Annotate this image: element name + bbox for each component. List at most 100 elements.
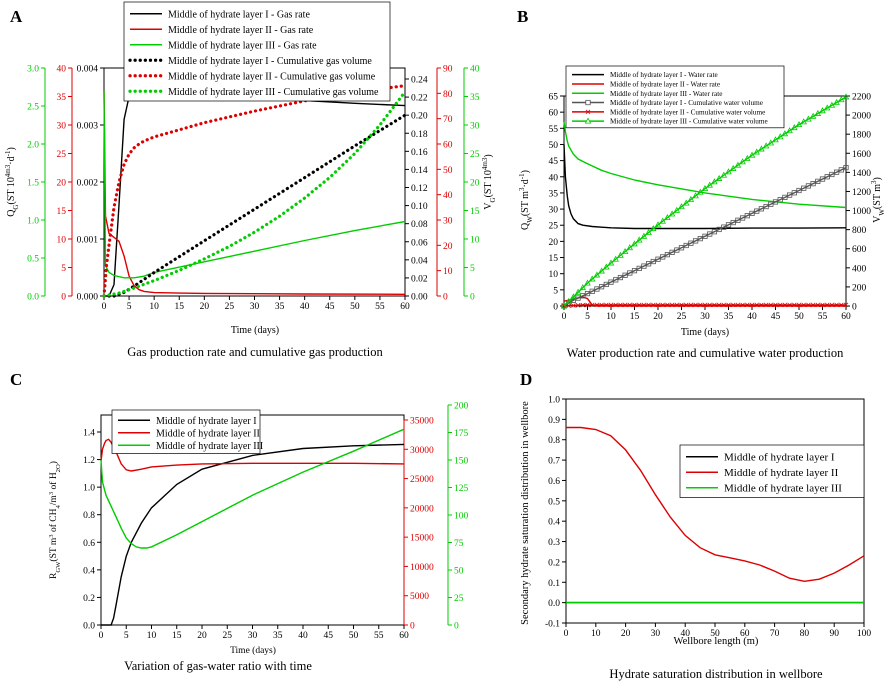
panel-b-marker [739, 158, 746, 165]
panel-a-yaxis-right-outer-tick-label: 15 [470, 207, 480, 217]
panel-a-yaxis-left-mid-tick-label: 30 [57, 122, 67, 132]
panel-b-marker [838, 96, 845, 103]
panel-b-marker [688, 302, 694, 308]
panel-b-marker [570, 293, 577, 300]
panel-a-yaxis-right-mid-tick-label: 40 [443, 191, 453, 201]
panel-a-right-axis-label: VG(ST 104m3) [481, 154, 497, 209]
panel-d-xaxis-tick-label: 30 [651, 629, 661, 639]
panel-c-yaxis-right-inner-tick-label: 25000 [410, 475, 434, 485]
panel-d-xaxis-tick-label: 0 [564, 629, 569, 639]
panel-b-yaxis-left-tick-label: 5 [553, 286, 558, 296]
panel-b-marker [631, 240, 638, 247]
panel-b-marker [636, 302, 642, 308]
panel-a-yaxis-left-outer-tick-label: 2.0 [27, 141, 39, 151]
panel-b-marker [815, 302, 821, 308]
panel-b-marker [763, 302, 769, 308]
panel-c-xaxis-tick-label: 15 [172, 631, 182, 641]
panel-a-yaxis-right-inner-tick-label: 0.04 [411, 256, 428, 266]
panel-a-series-3 [103, 90, 406, 279]
panel-b-marker [744, 154, 751, 161]
panel-b-legend-label: Middle of hydrate layer II - Water rate [610, 80, 720, 88]
panel-d-xaxis-tick-label: 80 [800, 629, 810, 639]
panel-b-yaxis-left-tick-label: 35 [549, 189, 559, 199]
panel-a-yaxis-left-mid-tick-label: 20 [57, 179, 67, 189]
panel-b-marker [701, 184, 709, 191]
panel-b-yaxis-left-tick-label: 25 [549, 222, 559, 232]
panel-a-yaxis-right-inner-tick-label: 0.02 [411, 274, 428, 284]
panel-b-xaxis-tick-label: 30 [700, 312, 710, 322]
panel-a-yaxis-right-outer-tick-label: 35 [470, 93, 480, 103]
panel-b-marker [566, 303, 571, 309]
panel-b-xaxis-tick-label: 0 [562, 312, 567, 322]
panel-b-marker [698, 302, 703, 308]
panel-b-marker [641, 302, 647, 308]
panel-b-marker [758, 145, 765, 152]
panel-c-xaxis-tick-label: 45 [324, 631, 334, 641]
panel-b-xaxis-tick-label: 20 [653, 312, 663, 322]
panel-a-xaxis-tick-label: 45 [325, 302, 335, 312]
panel-b-marker [782, 302, 788, 308]
panel-a-yaxis-left-mid-tick-label: 5 [61, 264, 66, 274]
panel-a-series-1 [104, 86, 406, 297]
panel-b-legend-label: Middle of hydrate layer I - Water rate [610, 71, 718, 79]
panel-b-marker [613, 302, 618, 308]
panel-c-caption: Variation of gas-water ratio with time [124, 659, 312, 673]
panel-b-marker [585, 302, 590, 308]
panel-d-caption: Hydrate saturation distribution in wellb… [609, 667, 823, 681]
panel-a-series-6 [102, 90, 407, 298]
panel-a-legend-label: Middle of hydrate layer I - Gas rate [168, 9, 310, 20]
panel-b-marker [729, 164, 737, 171]
panel-b-xaxis-tick-label: 40 [747, 312, 757, 322]
panel-c-yaxis-right-outer-tick-label: 150 [454, 457, 469, 467]
panel-b-marker [603, 263, 610, 270]
panel-b-marker [725, 168, 732, 175]
panel-d-legend-label: Middle of hydrate layer III [724, 483, 842, 495]
panel-b-marker [786, 127, 793, 134]
panel-b-marker [668, 210, 676, 217]
panel-a-yaxis-right-mid-tick-label: 20 [443, 242, 453, 252]
panel-b-yaxis-left-tick-label: 30 [549, 206, 559, 216]
panel-b-marker [834, 302, 839, 308]
panel-b-marker [767, 139, 775, 146]
panel-c-yaxis-left-tick-label: 0.8 [83, 511, 95, 521]
panel-b-marker [781, 130, 789, 137]
panel-d-xaxis-tick-label: 60 [740, 629, 750, 639]
panel-d-xlabel: Wellbore length (m) [674, 636, 759, 647]
panel-b-marker [720, 171, 728, 178]
panel-b-marker [824, 302, 830, 308]
panel-b-marker [715, 174, 723, 181]
panel-d-yaxis-tick-label: 0.8 [548, 436, 560, 446]
panel-b-marker [843, 164, 849, 171]
panel-b-marker [627, 302, 633, 308]
panel-b-marker [828, 101, 836, 108]
panel-b-marker [575, 303, 581, 308]
panel-b-marker [843, 302, 849, 308]
panel-c-xaxis-tick-label: 0 [99, 631, 104, 641]
panel-a-yaxis-left-mid-tick-label: 0 [61, 293, 66, 303]
panel-b-marker [795, 120, 803, 128]
panel-b-marker [809, 112, 817, 119]
panel-a-yaxis-right-inner-tick-label: 0.24 [411, 76, 428, 86]
panel-b-marker [800, 118, 807, 125]
panel-c-xaxis-tick-label: 40 [298, 631, 308, 641]
panel-b-yaxis-left-tick-label: 40 [549, 173, 559, 183]
panel-c-xaxis-tick-label: 25 [223, 631, 233, 641]
panel-b-yaxis-right-tick-label: 600 [852, 245, 867, 255]
panel-b-marker [693, 302, 698, 308]
panel-a-legend-label: Middle of hydrate layer III - Cumulative… [168, 87, 379, 98]
panel-b-marker [598, 267, 605, 274]
panel-a-xaxis-tick-label: 20 [200, 302, 210, 312]
panel-b-marker [692, 192, 699, 199]
panel-a-xaxis-tick-label: 0 [102, 302, 107, 312]
panel-b-marker [580, 302, 586, 308]
panel-a-yaxis-left-mid-tick-label: 25 [57, 150, 67, 160]
panel-b-marker [640, 232, 648, 239]
panel-b-marker [823, 104, 831, 111]
panel-b-legend-label: Middle of hydrate layer III - Cumulative… [610, 118, 768, 126]
panel-c-xaxis-tick-label: 35 [273, 631, 283, 641]
panel-c-yaxis-right-outer-tick-label: 100 [454, 512, 469, 522]
panel-b-legend-label: Middle of hydrate layer III - Water rate [610, 90, 722, 98]
panel-a-xaxis-tick-label: 15 [175, 302, 185, 312]
panel-b-marker [599, 302, 604, 308]
panel-a-yaxis-left-mid-tick-label: 10 [57, 236, 67, 246]
